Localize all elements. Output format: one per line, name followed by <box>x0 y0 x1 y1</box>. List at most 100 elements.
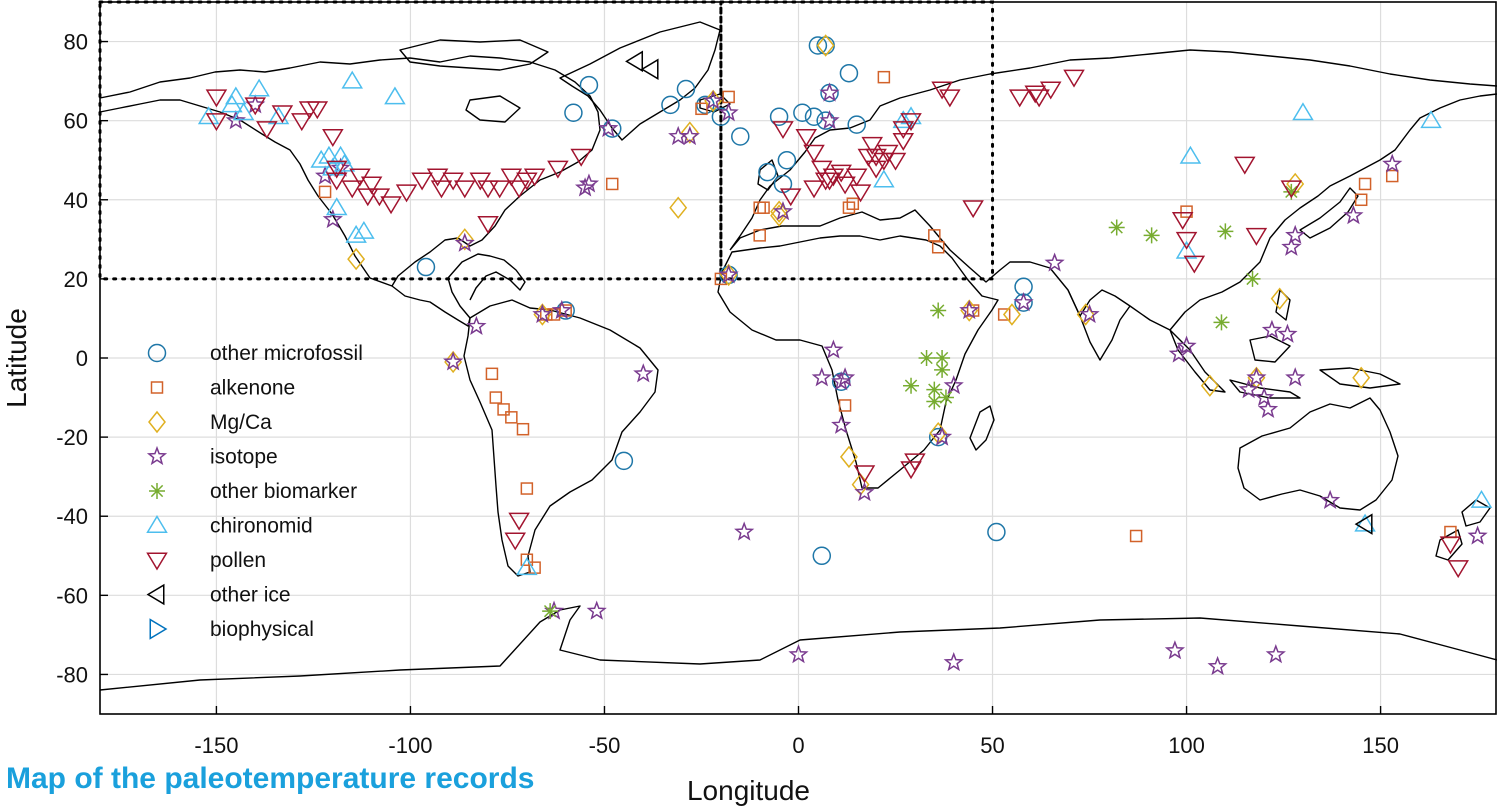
x-axis-title: Longitude <box>687 775 810 806</box>
series-isotope <box>225 82 1488 676</box>
marker-star <box>679 125 700 146</box>
marker-square <box>505 411 518 424</box>
marker-star <box>831 371 852 391</box>
marker-triangle-down <box>322 128 344 147</box>
marker-triangle-down <box>904 453 926 472</box>
marker-circle <box>777 150 797 170</box>
marker-triangle-down <box>779 188 802 207</box>
marker-star <box>1257 398 1279 419</box>
marker-diamond <box>1200 374 1219 397</box>
marker-circle <box>579 75 599 95</box>
marker-square <box>928 229 941 242</box>
marker-circle <box>987 522 1006 542</box>
marker-triangle-down <box>1175 231 1198 250</box>
marker-star <box>1164 640 1186 660</box>
marker-triangle-down <box>453 180 476 199</box>
marker-circle <box>808 36 828 55</box>
marker-triangle-down <box>861 136 884 155</box>
marker-triangle-down <box>508 180 530 199</box>
marker-star <box>1285 224 1306 244</box>
marker-star <box>819 110 840 130</box>
marker-star <box>823 339 844 359</box>
marker-star <box>718 102 739 122</box>
marker-square <box>1129 529 1143 543</box>
marker-square <box>997 308 1011 321</box>
legend-label: other ice <box>210 584 291 607</box>
marker-triangle-down <box>1039 81 1062 100</box>
marker-triangle-up <box>892 110 915 129</box>
marker-triangle-down <box>1233 156 1256 175</box>
marker-diamond <box>347 247 366 271</box>
marker-diamond <box>669 196 688 219</box>
marker-circle <box>416 257 436 277</box>
marker-triangle-down <box>325 160 348 179</box>
marker-triangle-up <box>345 224 367 243</box>
marker-square <box>1358 177 1372 191</box>
data-markers <box>197 34 1493 676</box>
marker-triangle-down <box>900 113 922 132</box>
marker-triangle-up <box>1470 489 1493 508</box>
marker-asterisk <box>1213 314 1230 331</box>
marker-star <box>1343 204 1364 225</box>
marker-triangle-down <box>341 180 364 199</box>
marker-star <box>1320 489 1341 509</box>
marker-triangle-up <box>353 220 375 239</box>
marker-triangle-down <box>500 168 523 187</box>
marker-square <box>753 229 766 242</box>
marker-star <box>1079 303 1100 324</box>
marker-triangle-down <box>570 148 592 167</box>
marker-diamond <box>1352 366 1371 389</box>
legend-marker-triangle-left <box>146 583 165 606</box>
marker-triangle-down <box>849 184 872 203</box>
marker-triangle-down <box>1171 212 1194 231</box>
marker-star <box>1238 379 1259 399</box>
marker-triangle-left <box>1354 513 1373 535</box>
series-other-biomarker <box>542 183 1300 620</box>
marker-square <box>1354 193 1368 207</box>
marker-square <box>497 403 510 416</box>
marker-triangle-down <box>1447 560 1469 579</box>
marker-star <box>443 351 464 371</box>
marker-star <box>718 264 739 284</box>
legend-label: Mg/Ca <box>210 411 272 434</box>
marker-triangle-down <box>803 180 825 199</box>
series-pollen <box>205 69 1469 579</box>
coastline-eurasia <box>729 49 1497 331</box>
y-tick-label: -80 <box>56 662 88 687</box>
marker-triangle-down <box>962 200 984 219</box>
legend-marker-triangle-up <box>146 515 168 533</box>
marker-circle <box>661 95 680 115</box>
marker-triangle-up <box>232 102 255 121</box>
marker-asterisk <box>1283 183 1300 200</box>
marker-circle <box>731 127 750 146</box>
marker-star <box>598 117 619 138</box>
figure-caption: Map of the paleotemperature records <box>6 762 535 795</box>
marker-triangle-up <box>1354 513 1376 532</box>
marker-triangle-down <box>430 180 453 199</box>
marker-square <box>528 561 541 574</box>
marker-asterisk <box>1108 219 1125 236</box>
marker-triangle-down <box>306 101 329 120</box>
marker-asterisk <box>934 350 951 366</box>
coastline-japan <box>1299 187 1359 239</box>
legend-label: other microfossil <box>210 342 363 365</box>
marker-star <box>831 414 852 434</box>
marker-triangle-down <box>477 216 499 234</box>
marker-star <box>734 521 755 541</box>
series-mgca <box>347 34 1371 496</box>
legend-label: pollen <box>210 549 266 572</box>
marker-triangle-down <box>325 172 348 191</box>
y-tick-label: -40 <box>56 504 88 529</box>
marker-triangle-up <box>1292 102 1314 121</box>
marker-star <box>322 208 343 229</box>
marker-triangle-down <box>411 172 433 191</box>
marker-triangle-down <box>865 160 887 179</box>
marker-star <box>703 90 724 110</box>
marker-square <box>520 482 534 495</box>
marker-star <box>466 315 487 335</box>
marker-circle <box>804 107 824 126</box>
marker-star <box>772 201 794 221</box>
marker-asterisk <box>934 361 951 378</box>
marker-triangle-down <box>772 121 794 140</box>
